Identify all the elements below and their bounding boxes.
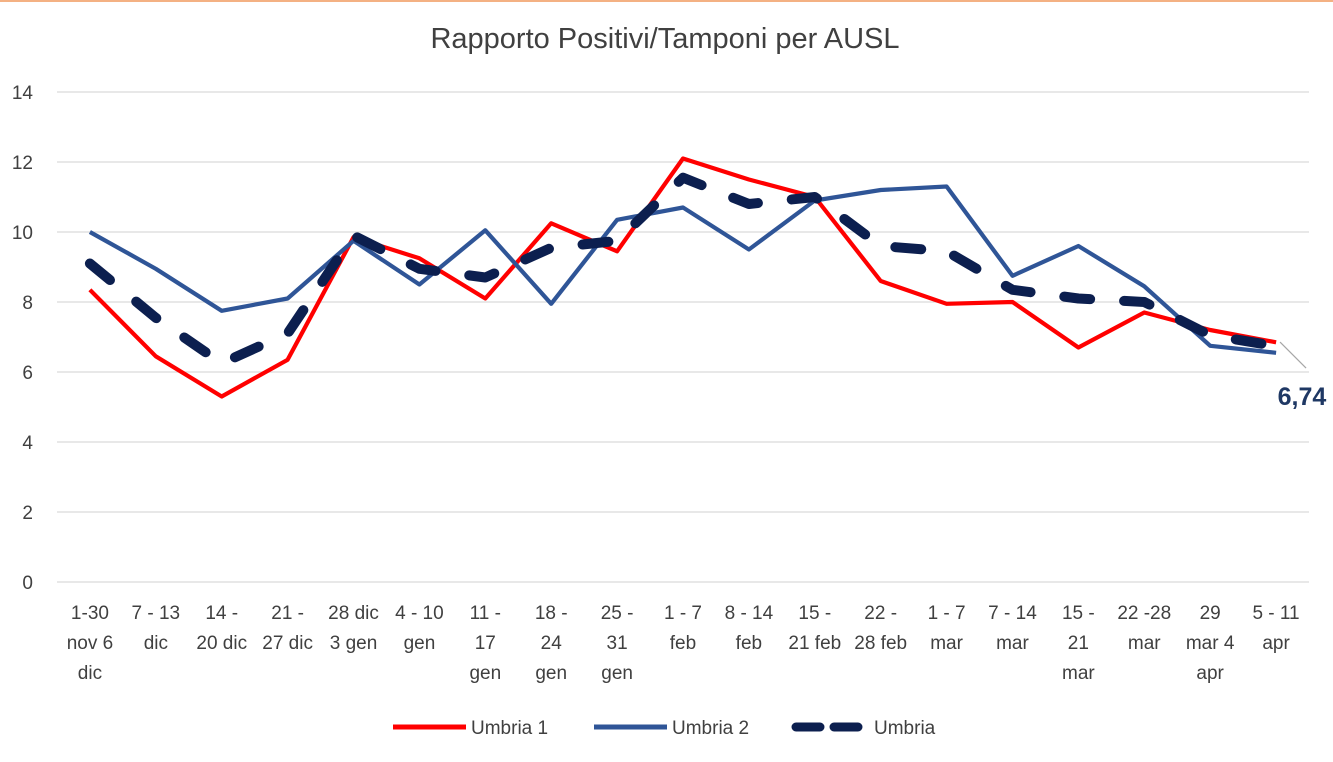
chart-title: Rapporto Positivi/Tamponi per AUSL: [430, 23, 899, 55]
legend-item-umbria-1: Umbria 1: [393, 718, 548, 739]
gridlines: [57, 91, 1309, 583]
x-tick-line: feb: [670, 633, 696, 654]
y-tick-label-14: 14: [12, 83, 34, 104]
x-tick-label-7: 18 - 24 gen: [535, 603, 568, 684]
x-axis-ticks: 1-30 nov 6 dic 7 - 13 dic 14 - 20 dic 21 - 27 di…: [67, 603, 1300, 684]
x-tick-label-11: 15 - 21 feb: [788, 603, 841, 654]
x-tick-label-14: 7 - 14 mar: [988, 603, 1037, 654]
legend: Umbria 1 Umbria 2 Umbria: [393, 718, 936, 739]
x-tick-line: 17: [475, 633, 496, 654]
x-tick-line: mar: [1062, 663, 1095, 684]
x-tick-label-9: 1 - 7 feb: [664, 603, 702, 654]
x-tick-label-1: 7 - 13 dic: [132, 603, 181, 654]
y-tick-label-6: 6: [22, 363, 33, 384]
series-line-umbria-1: [88, 156, 1277, 399]
y-axis-ticks: 0 2 4 6 8 10 12 14: [12, 83, 34, 594]
x-tick-line: dic: [78, 663, 102, 684]
x-tick-line: 21 feb: [788, 633, 841, 654]
x-tick-line: 5 - 11: [1252, 603, 1299, 624]
x-tick-line: mar 4: [1186, 633, 1235, 654]
x-tick-line: 7 - 13: [132, 603, 181, 624]
y-tick-label-10: 10: [12, 223, 33, 244]
x-tick-line: 21 -: [271, 603, 304, 624]
x-tick-line: 4 - 10: [395, 603, 444, 624]
y-tick-label-2: 2: [22, 503, 33, 524]
series-lines: [84, 156, 1282, 399]
x-tick-line: 1 - 7: [664, 603, 702, 624]
x-tick-line: feb: [736, 633, 762, 654]
x-tick-line: 22 -28: [1117, 603, 1171, 624]
x-tick-line: apr: [1262, 633, 1290, 654]
legend-label-umbria-1: Umbria 1: [471, 718, 548, 739]
x-tick-line: 7 - 14: [988, 603, 1037, 624]
x-tick-line: mar: [930, 633, 963, 654]
x-tick-line: mar: [996, 633, 1029, 654]
x-tick-line: 24: [541, 633, 563, 654]
x-tick-label-3: 21 - 27 dic: [262, 603, 313, 654]
y-tick-label-4: 4: [22, 433, 33, 454]
x-tick-label-4: 28 dic 3 gen: [328, 603, 379, 654]
x-tick-line: gen: [404, 633, 436, 654]
y-tick-label-0: 0: [22, 573, 33, 594]
legend-label-umbria: Umbria: [874, 718, 936, 739]
x-tick-label-16: 22 -28 mar: [1117, 603, 1171, 654]
x-tick-line: 18 -: [535, 603, 568, 624]
x-tick-label-8: 25 - 31 gen: [601, 603, 634, 684]
x-tick-line: gen: [535, 663, 567, 684]
x-tick-line: 14 -: [205, 603, 238, 624]
x-tick-line: 3 gen: [330, 633, 378, 654]
top-accent-line: [0, 0, 1333, 2]
x-tick-line: 27 dic: [262, 633, 313, 654]
x-tick-line: dic: [144, 633, 168, 654]
legend-label-umbria-2: Umbria 2: [672, 718, 749, 739]
data-label-callout: 6,74: [1278, 341, 1327, 411]
x-tick-line: 1-30: [71, 603, 109, 624]
x-tick-label-15: 15 - 21 mar: [1062, 603, 1095, 684]
x-tick-line: 31: [607, 633, 628, 654]
x-tick-line: 20 dic: [196, 633, 247, 654]
x-tick-line: apr: [1196, 663, 1224, 684]
x-tick-line: 21: [1068, 633, 1089, 654]
x-tick-line: 15 -: [1062, 603, 1095, 624]
x-tick-line: 11 -: [470, 603, 501, 624]
series-line-umbria-2: [88, 184, 1277, 355]
x-tick-line: 28 feb: [854, 633, 907, 654]
x-tick-label-0: 1-30 nov 6 dic: [67, 603, 113, 684]
y-tick-label-12: 12: [12, 153, 33, 174]
x-tick-label-6: 11 - 17 gen: [469, 603, 501, 684]
x-tick-label-18: 5 - 11 apr: [1252, 603, 1299, 654]
x-tick-line: mar: [1128, 633, 1161, 654]
x-tick-line: 22 -: [864, 603, 897, 624]
legend-item-umbria-2: Umbria 2: [594, 718, 749, 739]
x-tick-line: gen: [601, 663, 633, 684]
x-tick-line: 25 -: [601, 603, 634, 624]
y-tick-label-8: 8: [22, 293, 33, 314]
x-tick-line: gen: [469, 663, 501, 684]
data-label-umbria-last: 6,74: [1278, 383, 1327, 411]
x-tick-label-17: 29 mar 4 apr: [1186, 603, 1235, 684]
x-tick-label-2: 14 - 20 dic: [196, 603, 247, 654]
x-tick-line: 15 -: [798, 603, 831, 624]
series-line-umbria: [84, 172, 1282, 369]
x-tick-line: nov 6: [67, 633, 113, 654]
legend-item-umbria: Umbria: [791, 718, 936, 739]
x-tick-label-12: 22 - 28 feb: [854, 603, 907, 654]
x-tick-label-10: 8 - 14 feb: [725, 603, 774, 654]
x-tick-line: 29: [1200, 603, 1221, 624]
x-tick-line: 1 - 7: [928, 603, 966, 624]
x-tick-label-5: 4 - 10 gen: [395, 603, 444, 654]
x-tick-label-13: 1 - 7 mar: [928, 603, 966, 654]
x-tick-line: 8 - 14: [725, 603, 774, 624]
callout-leader-line: [1279, 341, 1307, 369]
x-tick-line: 28 dic: [328, 603, 379, 624]
